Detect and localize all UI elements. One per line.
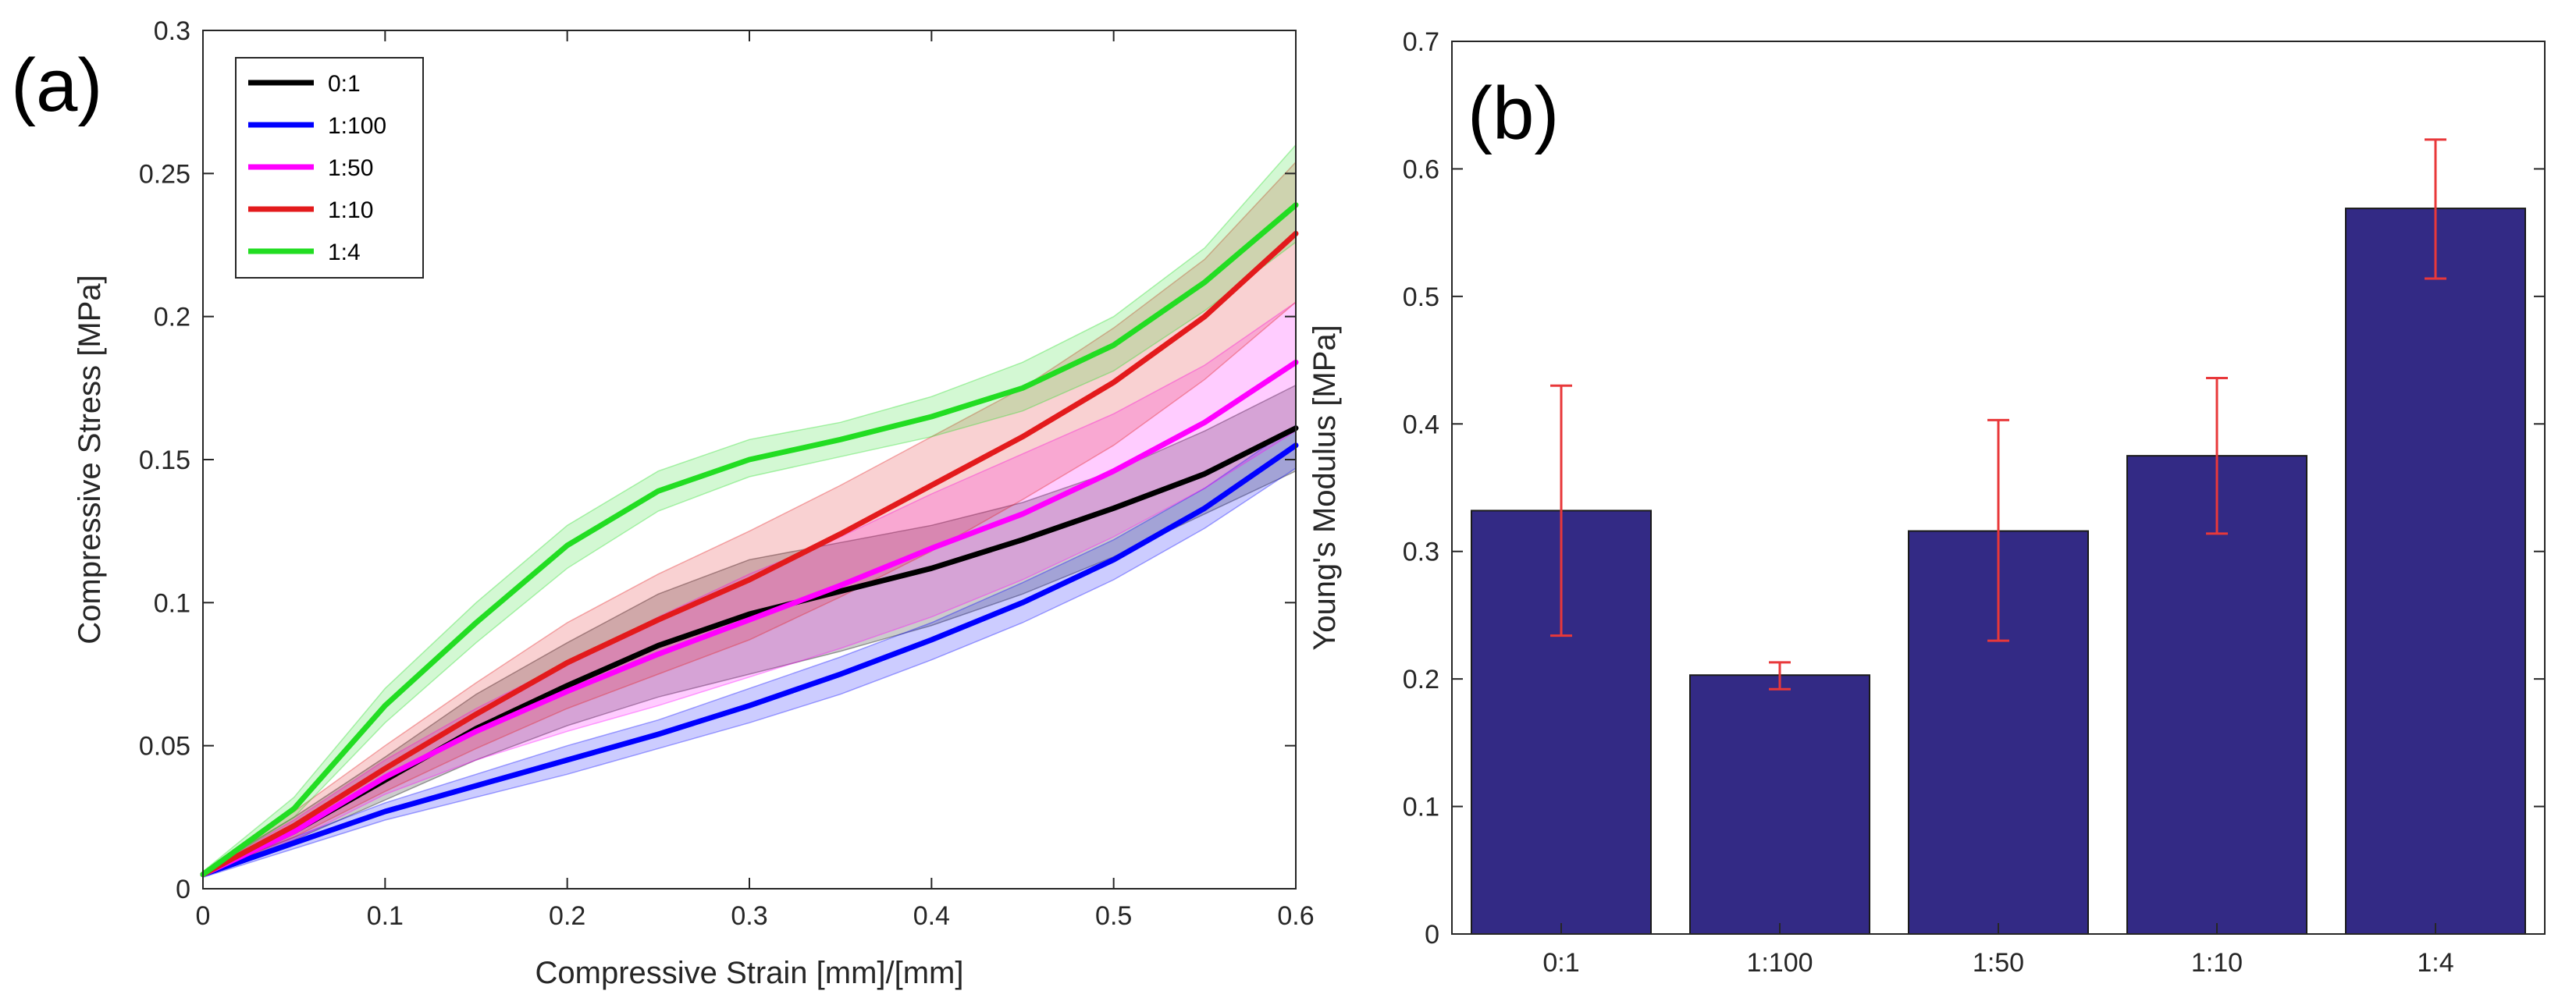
x-tick-label: 0.3 [731,901,767,931]
y-tick-label: 0.1 [154,588,190,618]
bar-1-10 [2126,455,2307,935]
bar-1-4 [2345,208,2526,935]
y-tick-label: 0.05 [139,732,190,762]
x-tick-label-b: 1:10 [2191,948,2243,978]
x-axis-label: Compressive Strain [mm]/[mm] [535,956,964,990]
x-tick-label: 0.1 [367,901,404,931]
x-tick-label: 0.2 [549,901,585,931]
y-tick-label-b: 0 [1425,920,1439,950]
x-axis-ticks: 0 0.1 0.2 0.3 0.4 0.5 0.6 [196,30,1315,931]
y-axis-label-b: Young's Modulus [MPa] [1308,325,1342,651]
x-tick-label-b: 1:4 [2417,948,2453,978]
x-tick-label-b: 1:50 [1973,948,2024,978]
x-tick-label: 0.6 [1277,901,1314,931]
series-line-1-100 [200,442,1299,878]
x-tick-label-b: 0:1 [1542,948,1579,978]
y-tick-label: 0.25 [139,159,190,189]
series-lines [200,202,1299,878]
y-axis-ticks: 0 0.05 0.1 0.15 0.2 0.25 0.3 [139,16,1296,904]
x-tick-label-b: 1:100 [1746,948,1813,978]
x-tick-label: 0.5 [1095,901,1132,931]
y-tick-label-b: 0.2 [1403,665,1439,694]
y-tick-label: 0.2 [154,303,190,332]
legend-label-1-100: 1:100 [328,113,386,139]
y-tick-label: 0.3 [154,16,190,46]
y-tick-label-b: 0.7 [1403,27,1439,57]
x-tick-label: 0.4 [913,901,950,931]
y-axis-label: Compressive Stress [MPa] [73,275,107,644]
y-tick-label-b: 0.3 [1403,538,1439,567]
y-axis-ticks-b: 0 0.1 0.2 0.3 0.4 0.5 0.6 0.7 [1403,27,2545,950]
y-tick-label-b: 0.4 [1403,410,1439,439]
y-tick-label: 0 [176,875,190,904]
series-line-1-10 [200,230,1299,878]
panel-b-bar-chart: (b) 0:1 1:100 1:50 1:10 1:4 0 0.1 0.2 0.3 0.4 0.5… [1308,27,2546,978]
panel-a-line-chart: (a) 0 0.1 0.2 0.3 0.4 0.5 0.6 00.050.10.150.20… [11,16,1315,990]
bar-1-100 [1689,674,1870,935]
panel-a-label: (a) [11,44,102,127]
y-tick-label: 0.15 [139,446,190,475]
series-line-1-4 [200,202,1299,878]
y-tick-label-b: 0.6 [1403,154,1439,184]
error-bars [1550,138,2446,691]
legend-label-1-50: 1:50 [328,155,373,181]
legend: 0:1 1:100 1:50 1:10 1:4 [235,57,424,279]
legend-label-1-10: 1:10 [328,197,373,223]
y-tick-label-b: 0.1 [1403,793,1439,822]
y-tick-label-b: 0.5 [1403,282,1439,312]
x-tick-label: 0 [196,901,211,931]
bars [1471,208,2526,935]
x-axis-category-ticks: 0:1 1:100 1:50 1:10 1:4 [1542,923,2454,978]
panel-b-label: (b) [1468,72,1559,155]
legend-label-1-4: 1:4 [328,240,361,265]
legend-label-0-1: 0:1 [328,71,361,97]
series-line-1-50 [200,359,1299,878]
